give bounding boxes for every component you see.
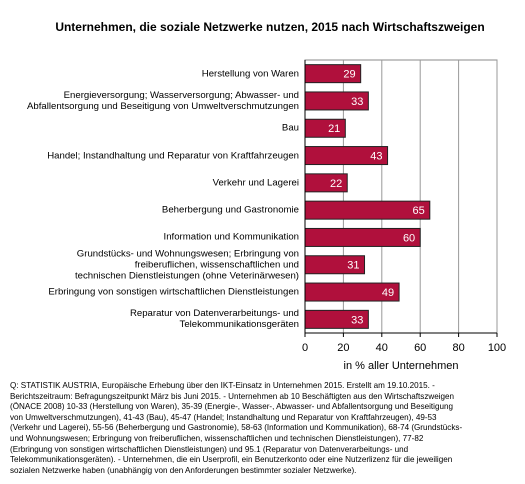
value-label: 33: [351, 96, 363, 108]
value-label: 43: [370, 150, 382, 162]
bar: [304, 200, 431, 220]
chart-title: Unternehmen, die soziale Netzwerke nutze…: [55, 20, 484, 34]
x-axis-label: in % aller Unternehmen: [344, 360, 459, 372]
category-label: Verkehr und Lagerei: [212, 177, 299, 189]
value-label: 22: [330, 178, 342, 190]
value-label: 29: [343, 69, 355, 81]
x-tick-label: 40: [376, 342, 388, 354]
category-label: Reparatur von Datenverarbeitungs- und Te…: [129, 308, 299, 331]
category-label: Handel; Instandhaltung und Reparatur von…: [47, 150, 299, 162]
x-tick-label: 20: [337, 342, 349, 354]
category-label: Erbringung von sonstigen wirtschaftliche…: [48, 286, 299, 298]
category-label: Herstellung von Waren: [201, 68, 299, 80]
category-label: Grundstücks- und Wohnungswesen; Erbringu…: [75, 248, 299, 282]
value-label: 31: [347, 260, 359, 272]
footnote: Q: STATISTIK AUSTRIA, Europäische Erhebu…: [10, 381, 463, 475]
category-label: Bau: [281, 122, 299, 134]
chart: Unternehmen, die soziale Netzwerke nutze…: [55, 20, 506, 372]
x-tick-label: 0: [302, 342, 308, 354]
x-tick-label: 100: [488, 342, 506, 354]
value-label: 49: [382, 287, 394, 299]
value-label: 21: [328, 123, 340, 135]
value-label: 65: [413, 205, 425, 217]
value-label: 60: [403, 232, 415, 244]
x-tick-label: 80: [452, 342, 464, 354]
category-label: Energieversorgung; Wasserversorgung; Abw…: [27, 89, 299, 112]
value-label: 33: [351, 314, 363, 326]
x-tick-label: 60: [414, 342, 426, 354]
category-label: Beherbergung und Gastronomie: [161, 204, 299, 216]
category-label: Information und Kommunikation: [163, 231, 299, 243]
